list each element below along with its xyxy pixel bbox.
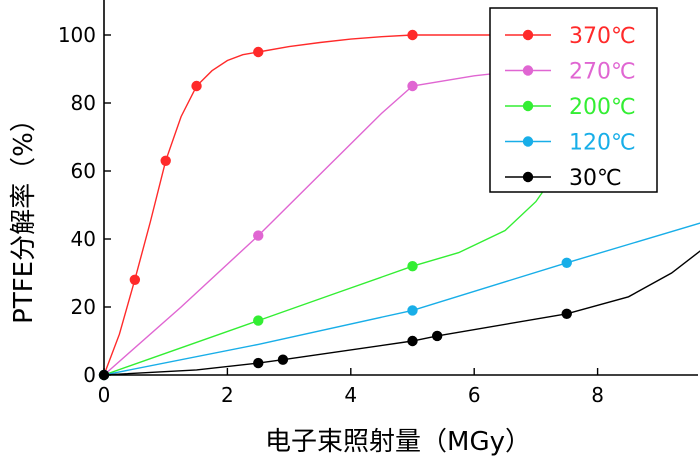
legend-label: 120℃: [569, 131, 636, 156]
data-point: [407, 80, 418, 92]
legend-marker: [522, 136, 534, 147]
y-tick-label: 60: [71, 159, 96, 183]
legend-marker: [522, 100, 534, 112]
y-tick-label: 20: [71, 295, 96, 319]
data-point: [191, 80, 202, 92]
y-tick-label: 80: [71, 91, 96, 115]
data-point: [160, 155, 171, 166]
data-point: [253, 357, 264, 369]
y-axis-title: PTFE分解率（%）: [9, 106, 39, 324]
y-tick-label: 40: [71, 227, 96, 251]
legend-marker: [522, 65, 534, 76]
data-point: [253, 46, 264, 58]
data-point: [407, 335, 418, 347]
x-tick-label: 2: [221, 383, 234, 407]
series-line-0: [103, 34, 567, 376]
axes: [103, 0, 698, 376]
legend-marker: [522, 29, 534, 41]
data-point: [277, 354, 289, 365]
data-point: [407, 305, 418, 316]
legend-box: [489, 7, 658, 193]
data-point: [407, 261, 418, 272]
data-point: [253, 230, 264, 241]
legend-marker: [522, 171, 534, 183]
legend-label: 370℃: [569, 24, 636, 49]
legend: 370℃ 270℃ 200℃ 120℃ 30℃: [489, 7, 658, 193]
data-point: [253, 315, 264, 326]
legend-label: 270℃: [569, 60, 636, 85]
x-tick-label: 6: [468, 383, 481, 407]
data-point: [561, 257, 572, 268]
x-tick-label: 4: [344, 383, 357, 407]
data-point: [407, 29, 418, 41]
data-point: [431, 330, 443, 342]
series-line-4: [103, 250, 700, 376]
legend-label: 30℃: [569, 166, 622, 191]
tick-labels: 024681012020406080100: [58, 23, 604, 407]
legend-label: 200℃: [569, 95, 636, 120]
x-tick-label: 0: [98, 383, 111, 407]
y-tick-label: 100: [58, 23, 96, 47]
data-point: [561, 308, 572, 319]
x-tick-label: 8: [591, 383, 604, 407]
data-point: [129, 274, 141, 285]
series-line-3: [103, 222, 700, 376]
x-axis-title: 电子束照射量（MGy）: [265, 427, 531, 457]
y-tick-label: 0: [83, 363, 96, 387]
